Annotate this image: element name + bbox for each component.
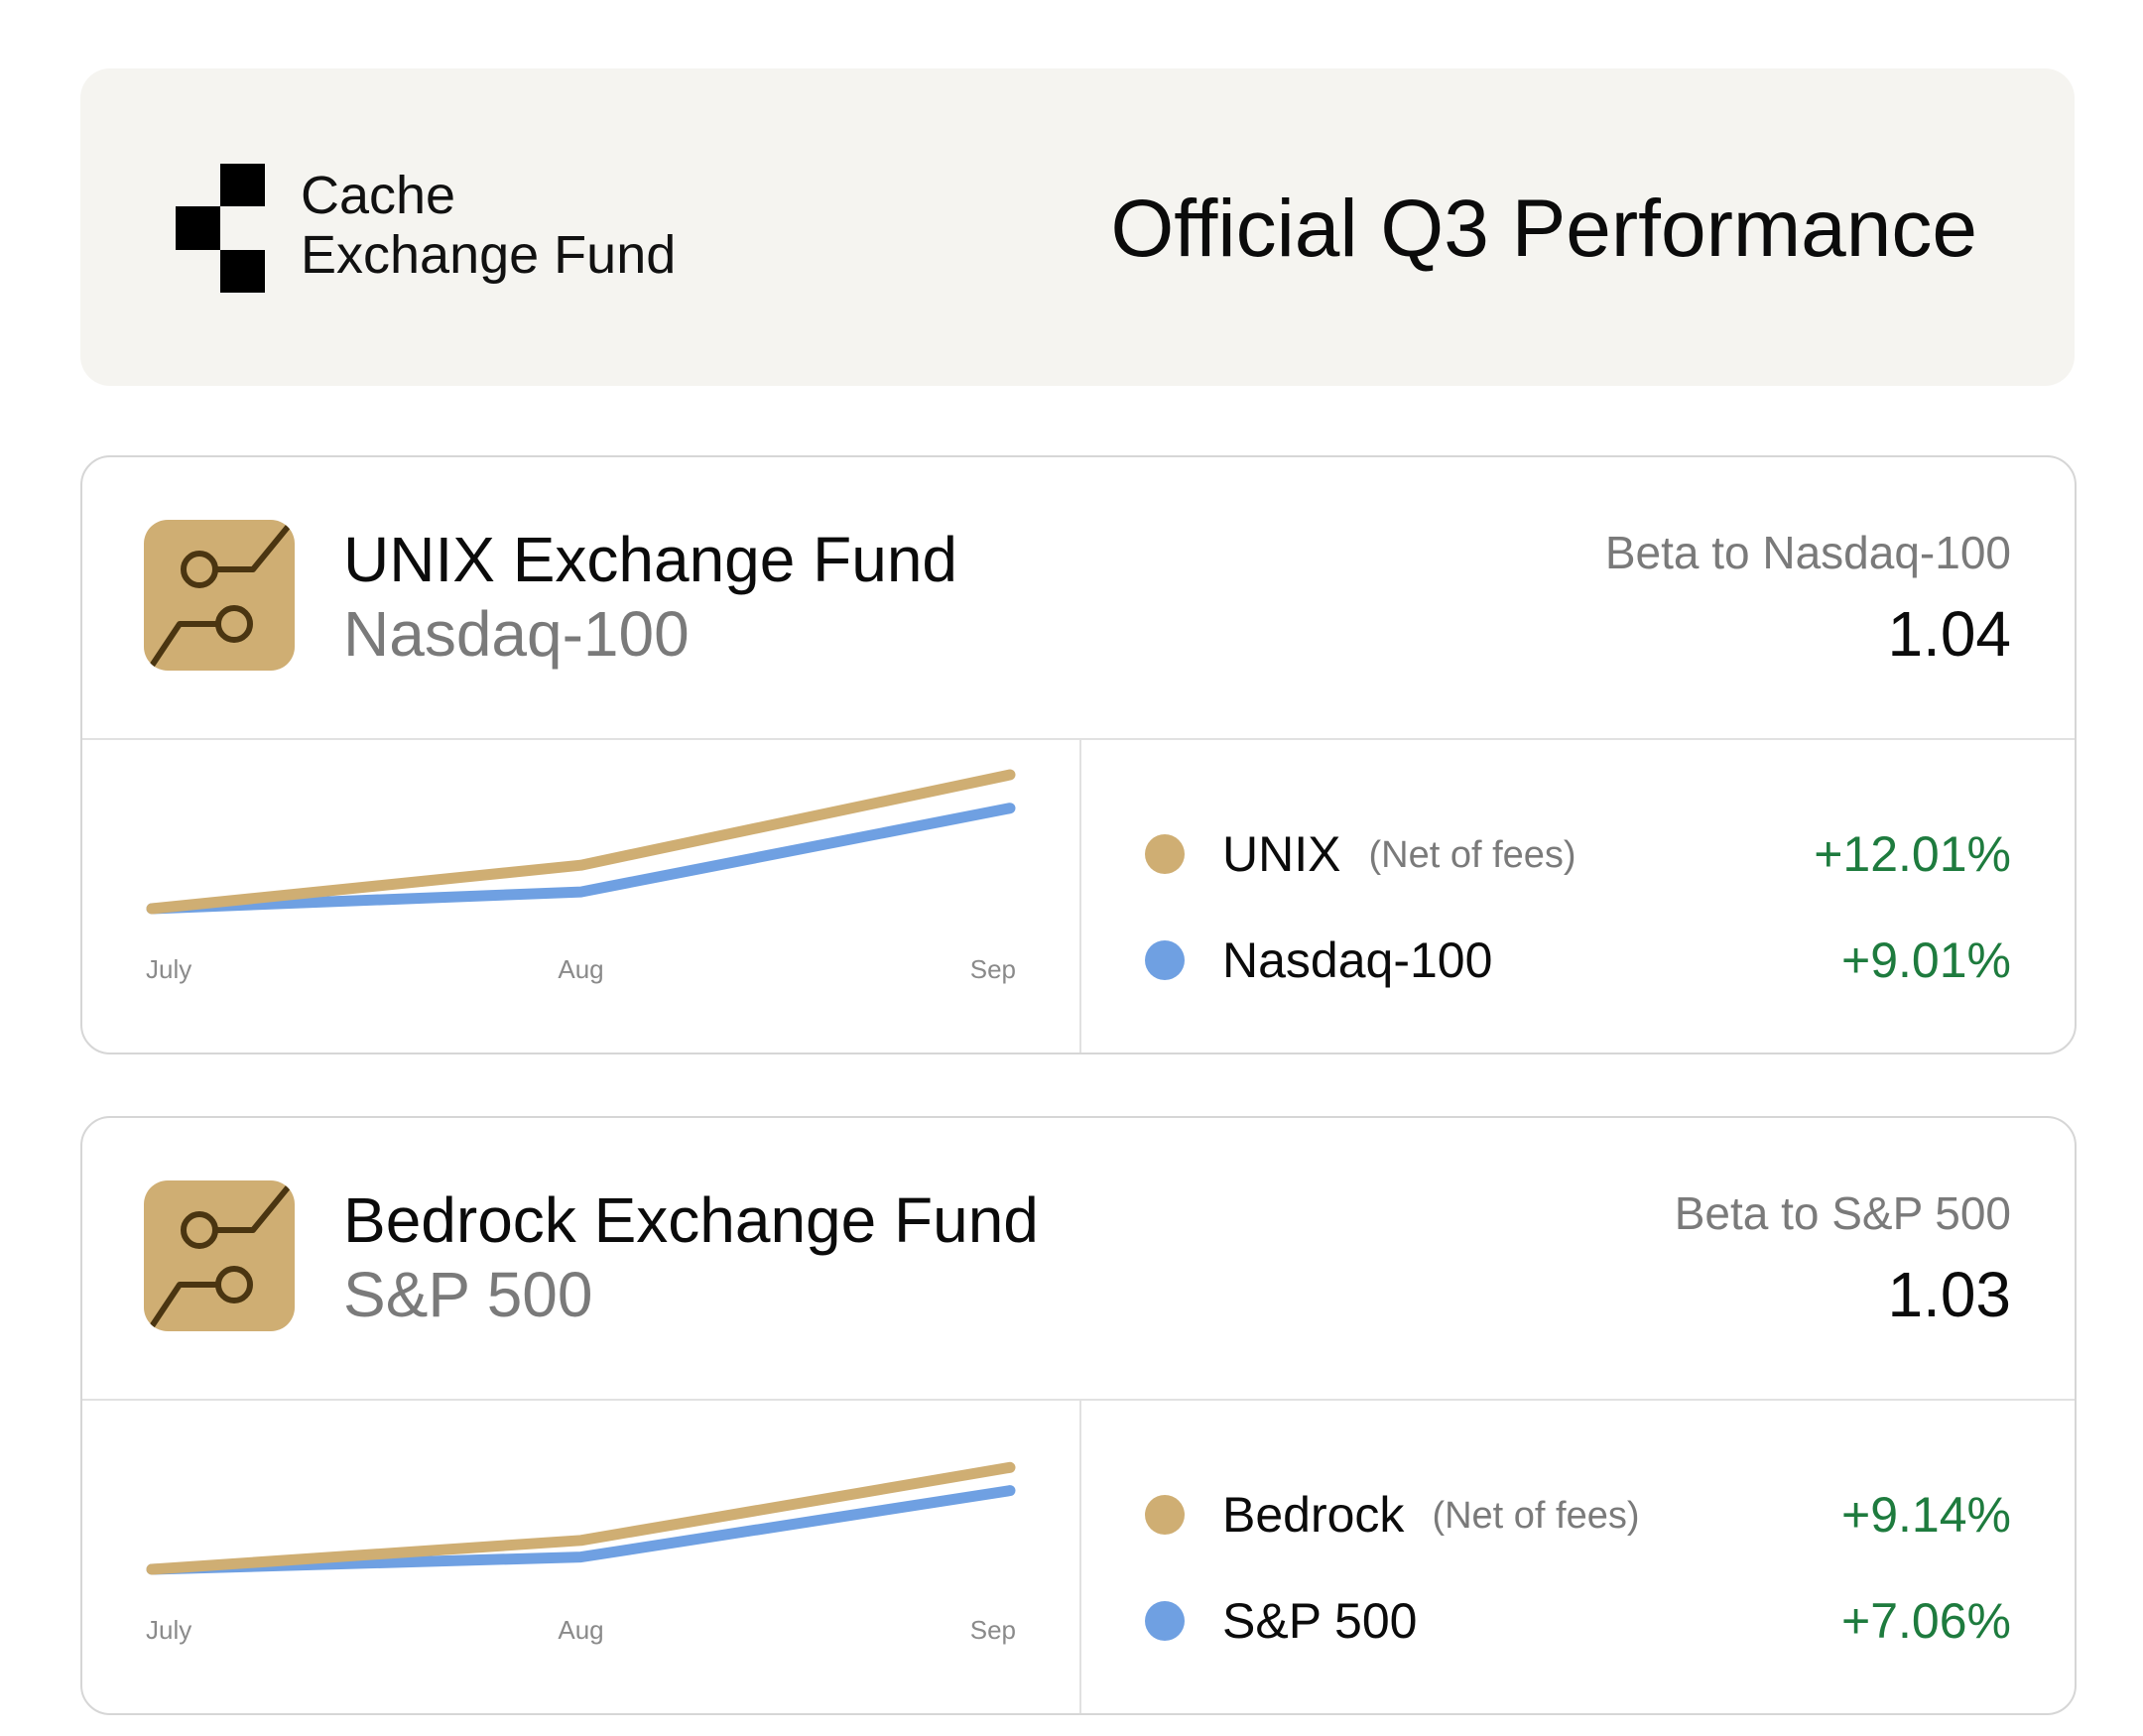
growth-chart-icon bbox=[144, 1180, 295, 1331]
fund-card-header: Bedrock Exchange Fund S&P 500 Beta to S&… bbox=[82, 1118, 2075, 1399]
beta-value: 1.03 bbox=[1887, 1259, 2011, 1330]
net-of-fees-note: (Net of fees) bbox=[1368, 834, 1576, 876]
return-value: +12.01% bbox=[1814, 826, 2011, 882]
x-tick-label: Sep bbox=[970, 1615, 1016, 1645]
legend-series-name: UNIX bbox=[1222, 826, 1341, 882]
fund-color-dot bbox=[1145, 834, 1185, 874]
legend-series-name: Bedrock bbox=[1222, 1487, 1405, 1543]
page-title: Official Q3 Performance bbox=[1110, 184, 1978, 274]
index-color-dot bbox=[1145, 940, 1185, 980]
fund-index-name: S&P 500 bbox=[343, 1259, 593, 1330]
legend-row-fund: UNIX (Net of fees) +12.01% bbox=[1081, 814, 2075, 894]
return-value: +7.06% bbox=[1841, 1593, 2011, 1649]
fund-card-unix: UNIX Exchange Fund Nasdaq-100 Beta to Na… bbox=[80, 455, 2077, 1054]
checker-logo-icon bbox=[176, 164, 265, 293]
x-tick-label: Aug bbox=[558, 1615, 603, 1645]
fund-name: Bedrock Exchange Fund bbox=[343, 1184, 1039, 1256]
legend-row-fund: Bedrock (Net of fees) +9.14% bbox=[1081, 1475, 2075, 1554]
fund-index-name: Nasdaq-100 bbox=[343, 598, 690, 670]
legend-series-name: Nasdaq-100 bbox=[1222, 932, 1493, 988]
net-of-fees-note: (Net of fees) bbox=[1432, 1495, 1640, 1537]
series-line-bedrock bbox=[146, 1461, 1016, 1575]
index-color-dot bbox=[1145, 1601, 1185, 1641]
report-header: Cache Exchange Fund Official Q3 Performa… bbox=[80, 68, 2075, 386]
return-value: +9.14% bbox=[1841, 1487, 2011, 1543]
x-tick-label: Sep bbox=[970, 954, 1016, 984]
card-vertical-divider bbox=[1079, 1401, 1081, 1713]
brand-name-line-1: Cache bbox=[301, 166, 456, 225]
beta-value: 1.04 bbox=[1887, 598, 2011, 670]
fund-card-header: UNIX Exchange Fund Nasdaq-100 Beta to Na… bbox=[82, 457, 2075, 738]
series-line-unix bbox=[146, 769, 1016, 915]
x-tick-label: July bbox=[146, 1615, 191, 1645]
beta-label: Beta to Nasdaq-100 bbox=[1604, 527, 2011, 578]
growth-chart-icon bbox=[144, 520, 295, 671]
legend-row-index: S&P 500 +7.06% bbox=[1081, 1581, 2075, 1661]
series-line-nasdaq-100 bbox=[146, 803, 1016, 915]
legend-label: S&P 500 bbox=[1222, 1591, 1417, 1651]
brand-name-line-2: Exchange Fund bbox=[301, 225, 677, 285]
card-vertical-divider bbox=[1079, 740, 1081, 1053]
fund-card-bedrock: Bedrock Exchange Fund S&P 500 Beta to S&… bbox=[80, 1116, 2077, 1715]
fund-name: UNIX Exchange Fund bbox=[343, 524, 957, 595]
legend-label: Nasdaq-100 bbox=[1222, 930, 1492, 990]
performance-chart: July Aug Sep bbox=[146, 1461, 1016, 1645]
legend-label: UNIX (Net of fees) bbox=[1222, 824, 1576, 885]
series-line-s-p-500 bbox=[146, 1485, 1016, 1575]
legend-label: Bedrock (Net of fees) bbox=[1222, 1485, 1640, 1546]
x-tick-label: July bbox=[146, 954, 191, 984]
performance-chart: July Aug Sep bbox=[146, 769, 1016, 984]
card-divider bbox=[82, 738, 2075, 740]
return-value: +9.01% bbox=[1841, 932, 2011, 988]
fund-color-dot bbox=[1145, 1495, 1185, 1535]
beta-label: Beta to S&P 500 bbox=[1674, 1187, 2011, 1239]
legend-row-index: Nasdaq-100 +9.01% bbox=[1081, 921, 2075, 1000]
brand-name: Cache Exchange Fund bbox=[301, 166, 676, 285]
card-divider bbox=[82, 1399, 2075, 1401]
legend-series-name: S&P 500 bbox=[1222, 1593, 1418, 1649]
x-tick-label: Aug bbox=[558, 954, 603, 984]
